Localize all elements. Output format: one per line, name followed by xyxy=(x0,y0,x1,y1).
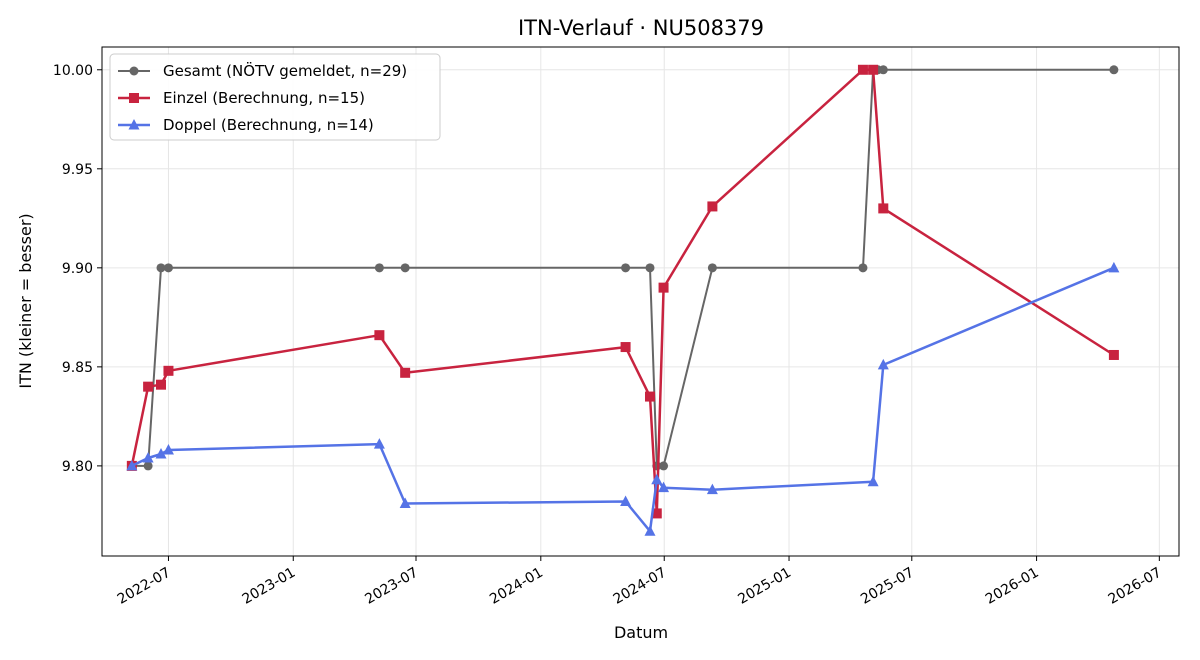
series-3 xyxy=(126,261,1120,536)
y-tick-label: 9.85 xyxy=(62,360,93,376)
data-point xyxy=(620,495,632,507)
plot-frame xyxy=(101,46,1180,557)
data-point xyxy=(400,263,410,273)
data-point xyxy=(143,381,154,392)
data-point xyxy=(163,263,173,273)
data-point xyxy=(163,365,174,376)
legend-item: Einzel (Berechnung, n=15) xyxy=(118,89,365,107)
data-point xyxy=(126,459,138,471)
data-point xyxy=(156,379,167,390)
data-point xyxy=(878,203,889,214)
data-point xyxy=(645,263,655,273)
y-tick-label: 9.80 xyxy=(62,459,93,475)
data-point xyxy=(706,483,718,495)
legend-item: Gesamt (NÖTV gemeldet, n=29) xyxy=(118,61,407,80)
data-point xyxy=(621,263,631,273)
y-tick-label: 10.00 xyxy=(53,63,93,79)
data-point xyxy=(858,263,868,273)
x-axis-label: Datum xyxy=(614,623,668,642)
legend-label: Einzel (Berechnung, n=15) xyxy=(163,89,365,107)
plot-series xyxy=(126,64,1120,536)
data-point xyxy=(707,201,718,212)
data-point xyxy=(620,342,631,353)
data-point xyxy=(857,64,868,75)
data-point xyxy=(658,282,669,293)
legend: Gesamt (NÖTV gemeldet, n=29) Einzel (Bere… xyxy=(109,53,441,141)
data-point xyxy=(651,473,663,485)
data-point xyxy=(877,358,889,370)
data-point xyxy=(373,438,385,449)
data-point xyxy=(1109,65,1119,75)
legend-label: Doppel (Berechnung, n=14) xyxy=(163,116,374,134)
data-point xyxy=(644,525,656,536)
y-tick-label: 9.95 xyxy=(62,162,93,178)
data-point xyxy=(1108,261,1120,273)
data-point xyxy=(374,330,385,341)
data-point xyxy=(399,497,411,509)
data-point xyxy=(867,475,879,487)
data-point xyxy=(374,263,384,273)
y-axis-label: ITN (kleiner = besser) xyxy=(16,213,35,388)
legend-box xyxy=(109,53,441,141)
legend-marker xyxy=(128,119,140,130)
data-point xyxy=(143,461,153,471)
data-point xyxy=(155,448,167,459)
chart-title: ITN-Verlauf · NU508379 xyxy=(518,16,764,40)
data-point xyxy=(868,64,879,75)
y-tick-label: 9.90 xyxy=(62,261,93,277)
data-point xyxy=(659,461,669,471)
data-point xyxy=(707,263,717,273)
data-point xyxy=(878,65,888,75)
data-point xyxy=(651,508,662,519)
data-point xyxy=(658,481,670,493)
data-point xyxy=(142,451,154,463)
legend-marker xyxy=(129,66,139,76)
data-point xyxy=(162,444,174,455)
legend-marker xyxy=(129,93,139,103)
data-point xyxy=(400,367,411,378)
data-point xyxy=(644,391,655,402)
legend-item: Doppel (Berechnung, n=14) xyxy=(118,116,374,134)
data-point xyxy=(156,263,166,273)
data-point xyxy=(1108,349,1119,360)
legend-label: Gesamt (NÖTV gemeldet, n=29) xyxy=(163,61,407,80)
